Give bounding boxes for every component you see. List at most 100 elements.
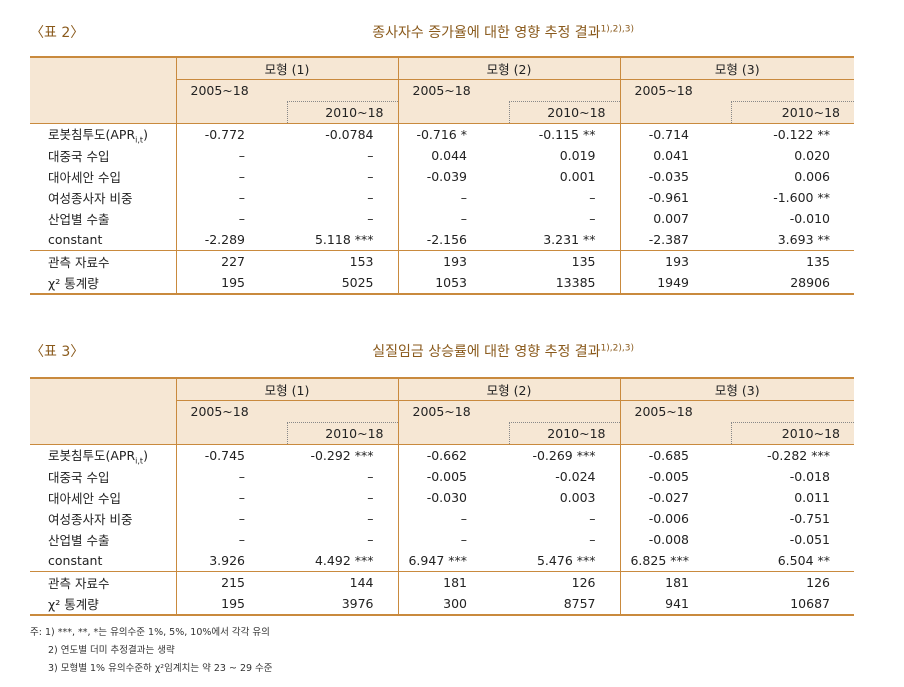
stat-cell: 227 bbox=[175, 250, 287, 272]
stat-cell: 3976 bbox=[287, 593, 398, 616]
period-spacer bbox=[175, 422, 287, 445]
stat-cell: 13385 bbox=[509, 272, 620, 295]
period-spacer bbox=[619, 422, 731, 445]
stat-cell: 215 bbox=[175, 571, 287, 593]
value-cell: – bbox=[175, 166, 287, 187]
value-cell: 0.019 bbox=[559, 148, 596, 163]
period-spacer bbox=[619, 101, 731, 124]
row-label-subscript: i,t bbox=[135, 456, 144, 466]
row-label: 대아세안 수입 bbox=[30, 166, 176, 187]
value-cell: -0.122 ** bbox=[773, 127, 830, 142]
stat-cell: 181 bbox=[397, 571, 509, 593]
value-cell: -0.115 ** bbox=[538, 127, 596, 142]
period-spacer bbox=[175, 101, 287, 124]
stat-cell: 181 bbox=[619, 571, 731, 593]
value-cell: -0.269 *** bbox=[532, 448, 596, 463]
row-label: 로봇침투도(APRi,t) bbox=[30, 123, 176, 145]
value-cell: – bbox=[175, 487, 287, 508]
value-cell: -2.387 bbox=[619, 229, 731, 251]
value-cell: – bbox=[397, 529, 509, 550]
value-cell: 0.020 bbox=[794, 148, 830, 163]
row-label: 산업별 수출 bbox=[30, 529, 176, 550]
value-cell: 3.693 ** bbox=[731, 229, 854, 251]
stat-cell: 300 bbox=[397, 593, 509, 616]
row-label-text: 로봇침투도(APR bbox=[48, 448, 136, 464]
period-spacer bbox=[397, 422, 509, 445]
value-cell: – bbox=[367, 169, 374, 184]
row-label: 산업별 수출 bbox=[30, 208, 176, 229]
stat-cell: 126 bbox=[806, 575, 830, 590]
model-header: 모형 (3) bbox=[619, 56, 854, 80]
value-cell: -0.282 *** bbox=[766, 448, 830, 463]
value-cell: -0.0784 bbox=[325, 127, 374, 142]
period-spacer bbox=[397, 101, 509, 124]
value-cell: – bbox=[589, 532, 596, 547]
value-cell: – bbox=[397, 187, 509, 208]
value-cell: – bbox=[175, 508, 287, 529]
row-label-tail: ) bbox=[143, 448, 148, 464]
stat-cell: 153 bbox=[349, 254, 374, 269]
value-cell: – bbox=[367, 532, 374, 547]
stat-cell: 193 bbox=[619, 250, 731, 272]
row-label: 대아세안 수입 bbox=[30, 487, 176, 508]
value-cell: 0.041 bbox=[619, 145, 731, 166]
value-cell: -0.008 bbox=[619, 529, 731, 550]
value-cell: -0.292 *** bbox=[310, 448, 374, 463]
value-cell: – bbox=[397, 208, 509, 229]
stat-cell: 1053 bbox=[397, 272, 509, 295]
stat-cell: 28906 bbox=[731, 272, 854, 295]
value-cell: -0.006 bbox=[619, 508, 731, 529]
value-cell: 3.231 ** bbox=[509, 229, 620, 251]
row-label: 로봇침투도(APRi,t) bbox=[30, 444, 176, 466]
period-a-header: 2005~18 bbox=[619, 400, 854, 423]
row-label-text: 대중국 수입 bbox=[48, 149, 110, 164]
stat-cell: 195 bbox=[175, 272, 287, 295]
row-label-subscript: i,t bbox=[135, 135, 144, 145]
footnote-2: 2) 연도별 더미 추정결과는 생략 bbox=[48, 645, 175, 656]
value-cell: -1.600 ** bbox=[773, 190, 830, 205]
row-label-text: 여성종사자 비중 bbox=[48, 512, 133, 527]
row-label: 대중국 수입 bbox=[30, 466, 176, 487]
value-cell: – bbox=[367, 469, 374, 484]
value-cell: 5.476 *** bbox=[509, 550, 620, 572]
value-cell: -0.005 bbox=[619, 466, 731, 487]
stat-label: χ² 통계량 bbox=[30, 593, 176, 616]
value-cell: 3.926 bbox=[175, 550, 287, 572]
value-cell: 0.001 bbox=[559, 169, 596, 184]
value-cell: -0.716 * bbox=[397, 123, 509, 145]
footnote-1: 주: 1) ***, **, *는 유의수준 1%, 5%, 10%에서 각각 … bbox=[30, 627, 270, 638]
value-cell: -2.289 bbox=[175, 229, 287, 251]
row-label-text: 산업별 수출 bbox=[48, 212, 110, 227]
value-cell: -0.024 bbox=[555, 469, 596, 484]
value-cell: 6.504 ** bbox=[731, 550, 854, 572]
table3-title: 실질임금 상승률에 대한 영향 추정 결과1),2),3) bbox=[372, 343, 634, 360]
row-label-text: 로봇침투도(APR bbox=[48, 127, 136, 143]
row-label-text: 대중국 수입 bbox=[48, 470, 110, 485]
table3-label: 〈표 3〉 bbox=[30, 344, 85, 360]
period-a-header: 2005~18 bbox=[397, 79, 620, 102]
header-stub bbox=[30, 377, 176, 445]
stat-cell: 135 bbox=[806, 254, 830, 269]
value-cell: 6.947 *** bbox=[397, 550, 509, 572]
value-cell: 4.492 *** bbox=[287, 550, 398, 572]
value-cell: -0.027 bbox=[619, 487, 731, 508]
value-cell: -0.751 bbox=[789, 511, 830, 526]
value-cell: -0.745 bbox=[175, 444, 287, 466]
value-cell: – bbox=[175, 145, 287, 166]
period-b-header: 2010~18 bbox=[508, 422, 620, 445]
value-cell: -0.714 bbox=[619, 123, 731, 145]
value-cell: – bbox=[175, 466, 287, 487]
row-label-text: 여성종사자 비중 bbox=[48, 191, 133, 206]
row-label-text: constant bbox=[48, 232, 103, 247]
period-b-header: 2010~18 bbox=[730, 422, 854, 445]
value-cell: – bbox=[175, 529, 287, 550]
period-b-header: 2010~18 bbox=[286, 422, 398, 445]
stat-cell: 193 bbox=[397, 250, 509, 272]
stat-cell: 144 bbox=[349, 575, 374, 590]
row-label: 여성종사자 비중 bbox=[30, 187, 176, 208]
table2: 모형 (1) 모형 (2) 모형 (3) 2005~18 2005~18 2005~18 2… bbox=[30, 56, 854, 295]
period-a-header: 2005~18 bbox=[175, 79, 398, 102]
value-cell: – bbox=[589, 211, 596, 226]
table2-title: 종사자수 증가율에 대한 영향 추정 결과1),2),3) bbox=[372, 24, 634, 41]
value-cell: – bbox=[367, 511, 374, 526]
